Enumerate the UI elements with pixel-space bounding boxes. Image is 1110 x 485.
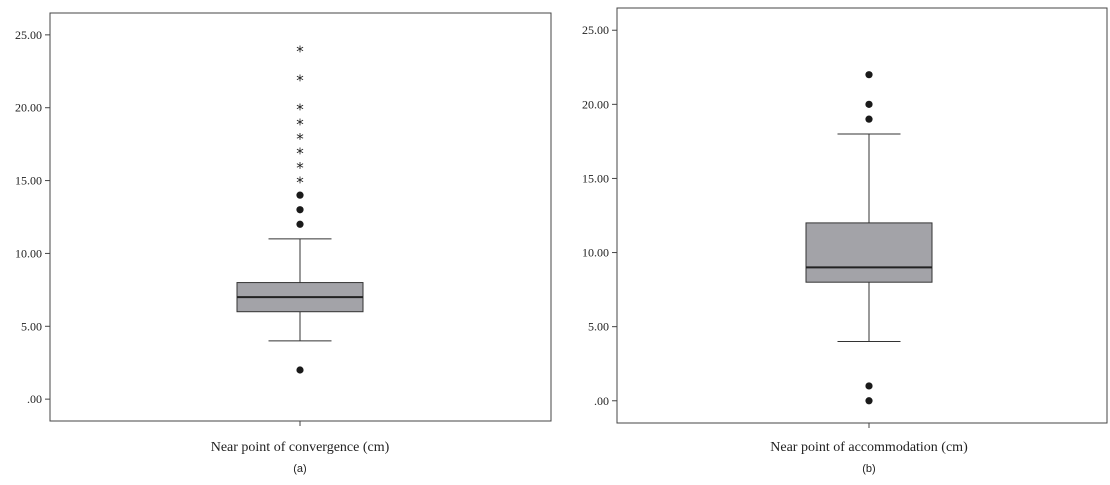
- outlier-point: [296, 366, 304, 374]
- extreme-point: *: [296, 115, 304, 133]
- y-tick-label: 20.00: [15, 101, 42, 115]
- extreme-point: *: [296, 101, 304, 119]
- outlier-point: [865, 100, 873, 108]
- interquartile-box: [805, 222, 933, 283]
- x-axis-title: Near point of accommodation (cm): [770, 440, 968, 455]
- outlier-point: [296, 191, 304, 199]
- y-tick-label: 5.00: [21, 319, 42, 333]
- extreme-point: *: [296, 144, 304, 162]
- extreme-point: *: [296, 42, 304, 60]
- panel-a-near-point-of-convergence: .005.0010.0015.0020.0025.00********Near …: [15, 12, 552, 475]
- outlier-point: [865, 115, 873, 123]
- extreme-point: *: [296, 72, 304, 90]
- y-tick-label: 5.00: [588, 320, 609, 334]
- outlier-point: [296, 206, 304, 214]
- y-tick-label: .00: [27, 392, 42, 406]
- y-tick-label: 15.00: [582, 171, 609, 185]
- x-axis-title: Near point of convergence (cm): [211, 440, 390, 455]
- y-tick-label: 25.00: [582, 23, 609, 37]
- outlier-point: [865, 382, 873, 390]
- y-tick-label: 15.00: [15, 174, 42, 188]
- panel-label-b: (b): [862, 463, 875, 475]
- y-tick-label: .00: [594, 394, 609, 408]
- y-tick-label: 20.00: [582, 97, 609, 111]
- outlier-point: [296, 220, 304, 228]
- y-tick-label: 10.00: [15, 246, 42, 260]
- extreme-point: *: [296, 174, 304, 192]
- panel-b-near-point-of-accommodation: .00 5.00 10.00 15.00 20.00 25.00 Near point of…: [582, 7, 1108, 475]
- outlier-point: [865, 71, 873, 79]
- y-tick-label: 10.00: [582, 246, 609, 260]
- plot-frame: [616, 7, 1108, 424]
- y-tick-label: 25.00: [15, 28, 42, 42]
- panel-label-a: (a): [293, 463, 306, 475]
- extreme-point: *: [296, 159, 304, 177]
- outlier-point: [865, 397, 873, 405]
- extreme-point: *: [296, 130, 304, 148]
